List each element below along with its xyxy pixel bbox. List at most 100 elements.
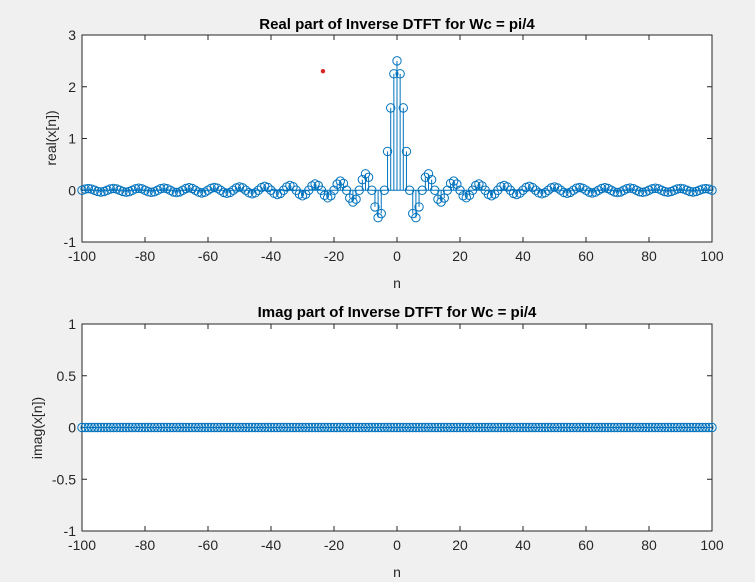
bottom-axes: Imag part of Inverse DTFT for Wc = pi/4 … (29, 304, 724, 580)
bottom-y-tick-label: -1 (64, 523, 77, 539)
top-stem-marker (392, 56, 402, 66)
top-stem-marker (515, 188, 525, 198)
top-stem-marker (96, 187, 106, 197)
bottom-chart-title: Imag part of Inverse DTFT for Wc = pi/4 (258, 304, 537, 321)
top-stem-marker (376, 208, 386, 219)
bottom-x-tick-label: -20 (324, 537, 344, 553)
top-x-tick-label: 40 (515, 248, 531, 264)
top-stem-marker (395, 69, 405, 79)
top-stem-marker (326, 191, 336, 201)
bottom-stem-series (77, 422, 717, 433)
top-stem-marker (663, 187, 673, 197)
top-stem-marker (250, 188, 260, 198)
top-stem-marker (625, 183, 635, 193)
top-stem-marker (389, 69, 399, 79)
top-stem-marker (609, 187, 620, 197)
top-y-axis-label: real(x[n]) (43, 110, 59, 165)
top-stem-marker (275, 188, 286, 199)
top-stem-marker (159, 183, 169, 193)
top-x-tick-label: -20 (324, 248, 344, 264)
top-y-tick-label: 1 (68, 131, 76, 147)
bottom-x-tick-label: -80 (135, 537, 155, 553)
top-stem-marker (634, 187, 645, 197)
top-x-tick-label: 20 (452, 248, 468, 264)
top-annotation (320, 69, 326, 74)
top-stem-marker (445, 178, 456, 189)
top-chart-title: Real part of Inverse DTFT for Wc = pi/4 (259, 16, 535, 33)
top-x-tick-label: 80 (641, 248, 657, 264)
top-stem-marker (386, 103, 396, 113)
top-stem-marker (650, 183, 660, 193)
top-x-axis-label: n (393, 275, 401, 291)
top-stem-marker (449, 176, 459, 186)
top-stem-marker (675, 183, 686, 194)
bottom-x-tick-label: 20 (452, 537, 468, 553)
top-stem-marker (363, 172, 374, 183)
top-stem-marker (382, 146, 393, 157)
top-stem-marker (433, 194, 443, 204)
bottom-y-axis-label: imag(x[n]) (29, 397, 45, 459)
top-stem-marker (647, 184, 657, 194)
top-x-tick-label: 100 (700, 248, 724, 264)
bottom-y-tick-label: 0.5 (57, 368, 77, 384)
top-stem-marker (464, 190, 475, 201)
bottom-x-tick-label: 60 (578, 537, 594, 553)
top-stem-marker (370, 202, 380, 212)
top-stem-marker (143, 187, 153, 197)
top-stem-marker (80, 184, 90, 194)
top-stem-marker (351, 194, 361, 204)
top-stem-marker (146, 187, 157, 198)
top-stem-marker (156, 183, 166, 194)
bottom-x-tick-label: -60 (198, 537, 218, 553)
top-stem-series (77, 56, 717, 223)
top-stem-marker (452, 179, 462, 189)
top-stem-marker (414, 202, 424, 212)
bottom-x-axis-label: n (393, 564, 401, 580)
top-stem-marker (83, 183, 94, 194)
bottom-x-tick-label: -40 (261, 537, 281, 553)
top-stem-marker (688, 187, 698, 197)
bottom-y-tick-label: 0 (68, 420, 76, 436)
bottom-x-ticks: -100 -80 -60 -40 -20 0 20 40 60 80 100 (68, 324, 724, 553)
top-x-tick-label: 60 (578, 248, 594, 264)
top-stem-marker (638, 187, 648, 198)
top-y-tick-label: 2 (68, 79, 76, 95)
top-stem-marker (622, 183, 632, 194)
top-stem-marker (171, 187, 182, 198)
top-stem-marker (552, 183, 563, 193)
top-stem-marker (348, 197, 358, 207)
top-y-tick-label: 3 (68, 27, 76, 43)
top-stem-marker (108, 183, 119, 194)
top-stem-marker (461, 193, 471, 203)
top-y-tick-label: -1 (64, 234, 77, 250)
bottom-x-tick-label: 0 (393, 537, 401, 553)
top-stem-marker (121, 187, 131, 197)
top-x-tick-label: -40 (261, 248, 281, 264)
top-stem-marker (439, 193, 449, 203)
top-stem-marker (697, 184, 708, 194)
bottom-x-tick-label: -100 (68, 537, 96, 553)
top-stem-marker (401, 146, 412, 157)
top-y-tick-label: 0 (68, 182, 76, 198)
top-stem-marker (184, 183, 194, 193)
top-stem-marker (357, 174, 368, 185)
top-stem-marker (527, 182, 538, 193)
top-red-data-point (320, 69, 326, 74)
bottom-y-tick-label: 1 (68, 316, 76, 332)
top-axes: Real part of Inverse DTFT for Wc = pi/4 … (43, 16, 724, 291)
top-stem-marker (672, 184, 683, 194)
bottom-x-tick-label: 100 (700, 537, 724, 553)
top-stem-marker (411, 213, 421, 223)
top-stem-marker (263, 182, 273, 193)
top-stem-marker (474, 179, 484, 189)
top-x-tick-label: 0 (393, 248, 401, 264)
top-stem-marker (660, 186, 670, 197)
top-stem-marker (335, 176, 345, 186)
top-stem-marker (105, 184, 116, 194)
top-stem-marker (225, 187, 235, 198)
top-x-tick-label: -80 (135, 248, 155, 264)
top-stem-marker (685, 186, 695, 197)
top-stem-marker (134, 183, 144, 193)
top-y-ticks: -1 0 1 2 3 (64, 27, 712, 250)
